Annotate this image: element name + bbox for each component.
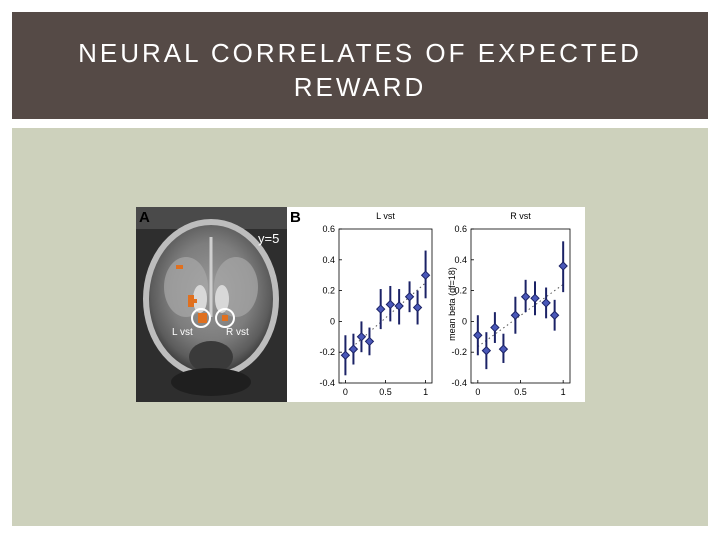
x-tick-label: 0 xyxy=(475,387,480,397)
y-axis-label: mean beta (df=18) xyxy=(447,267,457,341)
y-tick-label: -0.2 xyxy=(451,347,467,357)
slice-label: y=5 xyxy=(258,231,279,246)
x-tick-label: 0.5 xyxy=(379,387,392,397)
brain-image: A y=5 L vst R vst xyxy=(136,207,287,402)
data-point xyxy=(356,332,367,342)
y-tick-label: -0.4 xyxy=(451,378,467,388)
y-tick-label: 0 xyxy=(330,316,335,326)
title-bar: NEURAL CORRELATES OF EXPECTED REWARD xyxy=(12,12,708,119)
y-tick-label: -0.2 xyxy=(319,347,335,357)
data-point xyxy=(510,310,521,320)
data-point xyxy=(420,270,431,280)
x-tick-label: 1 xyxy=(423,387,428,397)
y-tick-label: 0.6 xyxy=(322,224,335,234)
data-point xyxy=(412,302,423,313)
y-tick-label: 0.4 xyxy=(322,255,335,265)
data-point xyxy=(549,310,560,320)
x-tick-label: 1 xyxy=(561,387,566,397)
data-point xyxy=(394,301,404,311)
panel-b-plots: B mean beta (df=18) L vst -0.4 -0.2 0 0.2 0.4… xyxy=(290,209,571,397)
y-tick-label: 0.2 xyxy=(454,286,467,296)
data-point xyxy=(364,336,375,347)
y-tick-label: 0.4 xyxy=(454,255,467,265)
y-tick-label: 0.6 xyxy=(454,224,467,234)
data-point xyxy=(404,292,415,302)
data-point xyxy=(498,344,509,354)
y-tick-label: 0 xyxy=(462,316,467,326)
data-point xyxy=(541,298,551,308)
panel-b-letter: B xyxy=(290,209,301,226)
plot-frame xyxy=(470,228,571,384)
figure: A y=5 L vst R vst B mean beta (df=18) L … xyxy=(136,207,585,402)
panel-a-letter: A xyxy=(139,209,150,226)
data-point xyxy=(490,322,500,333)
y-tick-label: -0.4 xyxy=(319,378,335,388)
data-point xyxy=(348,344,359,354)
roi-right-circle xyxy=(215,308,235,328)
data-point xyxy=(530,293,540,304)
plot-title: L vst xyxy=(376,211,395,221)
y-tick-label: 0.2 xyxy=(322,286,335,296)
roi-right-label: R vst xyxy=(226,327,249,338)
plot-l-vst: L vst -0.4 -0.2 0 0.2 0.4 0.6 0 0.5 1 xyxy=(319,211,433,397)
slide-title: NEURAL CORRELATES OF EXPECTED REWARD xyxy=(78,38,642,102)
plot-title: R vst xyxy=(510,211,531,221)
roi-left-label: L vst xyxy=(172,327,193,338)
plot-r-vst: R vst -0.4 -0.2 0 0.2 0.4 0.6 0 0.5 1 xyxy=(451,211,571,397)
x-tick-label: 0 xyxy=(343,387,348,397)
data-point xyxy=(340,350,351,360)
data-point xyxy=(558,261,568,271)
x-tick-label: 0.5 xyxy=(514,387,527,397)
data-point xyxy=(375,304,386,314)
data-point xyxy=(473,330,483,340)
data-point xyxy=(520,292,531,302)
roi-left-circle xyxy=(191,308,211,328)
data-point xyxy=(481,345,492,356)
data-point xyxy=(385,299,396,310)
